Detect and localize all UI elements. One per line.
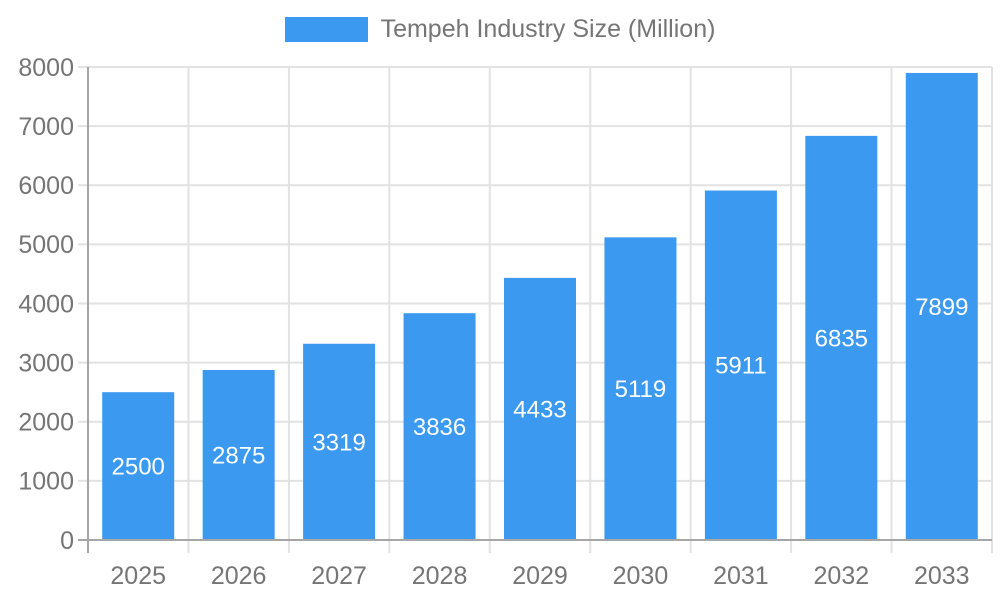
bar-2032[interactable]	[805, 135, 878, 541]
bar-value-label: 2875	[212, 442, 265, 469]
x-tick-label: 2025	[110, 562, 166, 590]
bar-2030[interactable]	[604, 237, 677, 541]
y-tick-label: 5000	[18, 231, 74, 259]
legend-label: Tempeh Industry Size (Million)	[380, 15, 716, 43]
bar-2027[interactable]	[303, 343, 376, 540]
x-tick-label: 2026	[211, 562, 267, 590]
bar-value-label: 7899	[915, 294, 968, 321]
x-tick-label: 2031	[713, 562, 769, 590]
bar-value-label: 4433	[513, 396, 566, 423]
x-tick-label: 2030	[613, 562, 669, 590]
y-tick-label: 6000	[18, 172, 74, 200]
y-tick-label: 1000	[18, 468, 74, 496]
x-tick-label: 2033	[914, 562, 970, 590]
y-tick-label: 2000	[18, 409, 74, 437]
legend-swatch	[284, 17, 368, 42]
legend[interactable]: Tempeh Industry Size (Million)	[0, 17, 1000, 42]
x-tick-label: 2032	[814, 562, 870, 590]
y-tick-label: 8000	[18, 54, 74, 82]
bar-2029[interactable]	[504, 277, 576, 540]
bar-value-label: 3319	[312, 429, 365, 456]
bar-2026[interactable]	[202, 370, 275, 540]
x-tick-label: 2028	[412, 562, 468, 590]
y-tick-label: 4000	[18, 290, 74, 318]
bar-2031[interactable]	[704, 190, 777, 540]
bar-value-label: 6835	[815, 325, 868, 352]
y-tick-label: 0	[60, 527, 74, 555]
bar-value-label: 3836	[413, 414, 466, 441]
bar-2033[interactable]	[905, 72, 978, 541]
x-tick-label: 2027	[311, 562, 367, 590]
bar-value-label: 2500	[112, 453, 165, 480]
bar-value-label: 5911	[715, 353, 767, 380]
bar-2025[interactable]	[102, 392, 175, 540]
bar-2028[interactable]	[403, 313, 476, 540]
x-tick-label: 2029	[512, 562, 568, 590]
bar-value-label: 5119	[615, 376, 667, 403]
y-tick-label: 7000	[18, 113, 74, 141]
y-tick-label: 3000	[18, 349, 74, 377]
